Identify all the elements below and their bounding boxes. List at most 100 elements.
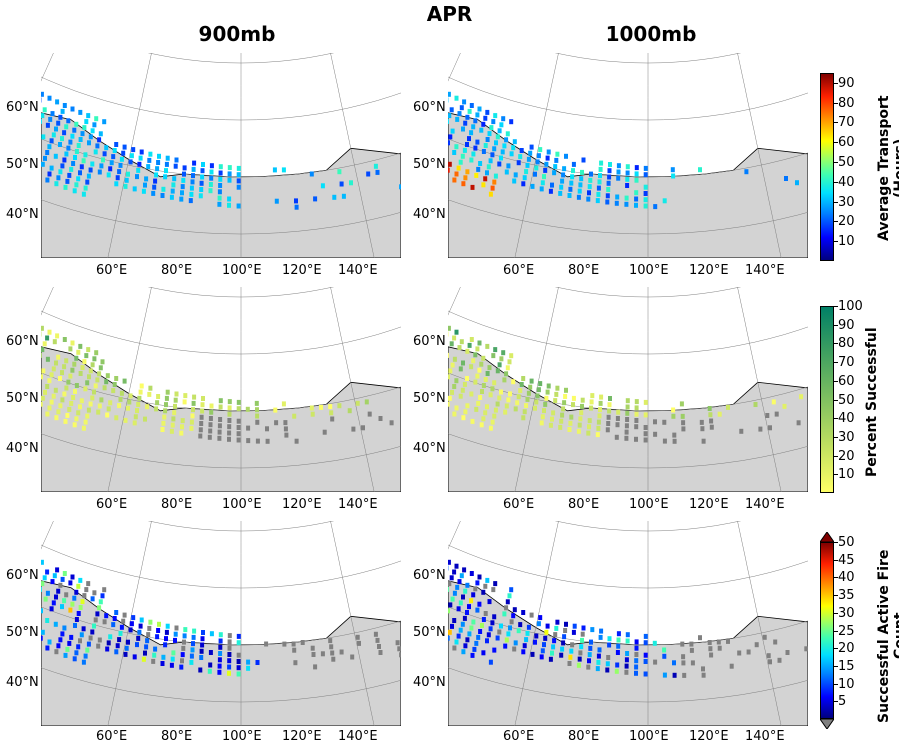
fire-cell <box>72 127 77 133</box>
fire-cell <box>377 644 381 649</box>
fire-cell <box>528 384 533 390</box>
fire-cell <box>564 387 568 393</box>
fire-cell <box>131 615 136 621</box>
fire-cell <box>689 641 694 647</box>
fire-cell <box>577 422 582 428</box>
fire-cell <box>771 399 776 405</box>
fire-cell <box>330 416 335 422</box>
fire-cell <box>76 644 81 650</box>
fire-cell <box>143 416 147 422</box>
fire-cell <box>597 413 602 419</box>
fire-cell <box>508 625 512 631</box>
fire-cell <box>558 424 563 430</box>
fire-cell <box>587 652 592 658</box>
fire-cell <box>56 175 61 181</box>
colorbar-tick-mark <box>834 577 838 579</box>
fire-cell <box>92 590 97 596</box>
colorbar-tick-mark <box>834 221 838 223</box>
fire-cell <box>217 657 222 663</box>
fire-cell <box>236 431 241 437</box>
fire-cell <box>72 595 77 601</box>
fire-cell <box>94 116 99 122</box>
fire-cell <box>255 419 260 425</box>
fire-cell <box>643 184 648 190</box>
fire-cell <box>62 571 67 576</box>
fire-cell <box>516 394 521 400</box>
fire-cell <box>698 635 702 641</box>
fire-cell <box>209 163 214 169</box>
fire-cell <box>128 627 133 633</box>
fire-cell <box>504 637 509 643</box>
fire-cell <box>192 394 197 400</box>
colorbar-extend-top-icon <box>820 532 834 542</box>
fire-cell <box>339 181 344 187</box>
fire-cell <box>448 167 450 173</box>
meridian-line <box>107 53 152 258</box>
fire-cell <box>542 408 546 414</box>
fire-cell <box>580 397 585 403</box>
fire-cell <box>41 374 43 380</box>
lat-label-40n: 40°N <box>413 441 446 456</box>
fire-cell <box>465 403 470 409</box>
fire-cell <box>471 358 476 364</box>
fire-cell <box>567 193 572 198</box>
fire-cell <box>78 605 83 610</box>
colorbar-tick-label: 70 <box>838 115 855 131</box>
fire-cell <box>450 362 455 368</box>
fire-cell <box>506 631 511 637</box>
fire-cell <box>58 169 63 175</box>
fire-cell <box>488 158 493 164</box>
fire-cell <box>483 143 488 148</box>
fire-cell <box>467 136 471 142</box>
fire-cell <box>54 181 59 187</box>
fire-cell <box>313 664 318 670</box>
fire-cell <box>596 191 601 197</box>
fire-cell <box>481 355 486 361</box>
fire-cell <box>236 172 241 178</box>
fire-cell <box>73 623 77 628</box>
fire-cell <box>147 391 152 397</box>
fire-cell <box>97 403 102 409</box>
fire-cell <box>701 672 706 678</box>
fire-cell <box>236 178 241 184</box>
fire-cell <box>62 337 67 342</box>
fire-cell <box>264 641 269 647</box>
fire-cell <box>217 669 222 675</box>
fire-cell <box>526 156 531 162</box>
fire-cell <box>73 389 77 394</box>
fire-cell <box>634 658 639 664</box>
fire-cell <box>51 132 56 138</box>
fire-cell <box>571 161 576 167</box>
fire-cell <box>87 140 91 146</box>
fire-cell <box>491 587 496 593</box>
fire-cell <box>126 171 130 177</box>
fire-cell <box>41 347 45 353</box>
fire-cell <box>653 204 658 210</box>
fire-cell <box>773 639 778 645</box>
fire-cell <box>283 426 288 432</box>
fire-cell <box>97 637 102 643</box>
fire-cell <box>458 600 463 606</box>
parallel-line <box>41 76 401 121</box>
fire-cell <box>614 434 619 440</box>
fire-cell <box>227 424 232 430</box>
fire-cell <box>227 670 231 676</box>
fire-cell <box>164 161 169 167</box>
fire-cell <box>568 186 573 192</box>
fire-cell <box>576 662 581 668</box>
fire-cell <box>236 165 241 171</box>
colorbar-tick-mark <box>834 142 838 144</box>
map-svg <box>41 521 401 726</box>
fire-cell <box>588 645 593 651</box>
colorbar-tick-label: 20 <box>838 641 855 657</box>
fire-cell <box>475 580 480 586</box>
fire-cell <box>190 647 195 653</box>
fire-cell <box>60 604 64 610</box>
fire-cell <box>78 343 83 349</box>
fire-cell <box>452 569 457 575</box>
fire-cell <box>87 374 91 380</box>
fire-cell <box>227 418 232 423</box>
fire-cell <box>465 142 469 147</box>
colorbar-tick-label: 10 <box>838 676 855 692</box>
fire-cell <box>545 155 550 161</box>
